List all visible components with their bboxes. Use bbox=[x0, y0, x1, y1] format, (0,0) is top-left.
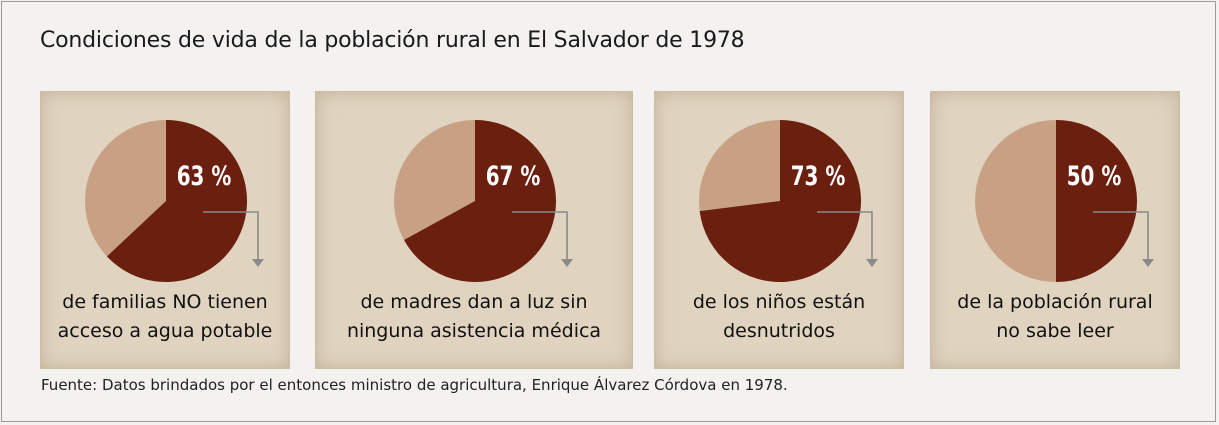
chart-title: Condiciones de vida de la población rura… bbox=[40, 28, 745, 53]
source-note: Fuente: Datos brindados por el entonces … bbox=[41, 376, 788, 394]
pie-slice-value bbox=[699, 120, 862, 282]
pie-chart-4: 50 % bbox=[975, 120, 1154, 282]
pie-chart-2: 67 % bbox=[394, 120, 573, 282]
pointer-arrowhead bbox=[252, 259, 264, 267]
caption-line-1: de los niños están bbox=[692, 291, 866, 313]
pie-slice-value bbox=[106, 120, 247, 282]
pointer-line bbox=[817, 211, 873, 259]
pointer-line bbox=[512, 211, 568, 259]
pie-slice-value bbox=[1056, 120, 1137, 282]
pie-value-label: 63 % bbox=[177, 160, 232, 192]
pie-chart-3: 73 % bbox=[699, 120, 878, 282]
caption-line-2: desnutridos bbox=[723, 320, 835, 342]
pie-caption-3: de los niños están desnutridos bbox=[655, 288, 903, 346]
caption-line-1: de madres dan a luz sin bbox=[360, 291, 588, 313]
pointer-arrowhead bbox=[1142, 259, 1154, 267]
pie-card-2: 67 % de madres dan a luz sin ninguna asi… bbox=[315, 91, 633, 369]
caption-line-1: de la población rural bbox=[957, 291, 1153, 313]
pie-value-label: 50 % bbox=[1067, 160, 1122, 192]
caption-line-1: de familias NO tienen bbox=[62, 291, 268, 313]
pointer-line bbox=[1093, 211, 1149, 259]
pointer-arrowhead bbox=[866, 259, 878, 267]
pie-caption-2: de madres dan a luz sin ninguna asistenc… bbox=[316, 288, 632, 346]
caption-line-2: acceso a agua potable bbox=[57, 320, 273, 342]
pie-card-3: 73 % de los niños están desnutridos bbox=[654, 91, 904, 369]
pie-card-1: 63 % de familias NO tienen acceso a agua… bbox=[40, 91, 290, 369]
caption-line-2: no sabe leer bbox=[996, 320, 1114, 342]
pie-caption-4: de la población rural no sabe leer bbox=[931, 288, 1179, 346]
pie-value-label: 67 % bbox=[486, 160, 541, 192]
pie-value-label: 73 % bbox=[791, 160, 846, 192]
pointer-arrowhead bbox=[561, 259, 573, 267]
pie-caption-1: de familias NO tienen acceso a agua pota… bbox=[41, 288, 289, 346]
pie-card-4: 50 % de la población rural no sabe leer bbox=[930, 91, 1180, 369]
pie-slice-value bbox=[404, 120, 557, 282]
pointer-line bbox=[203, 211, 259, 259]
caption-line-2: ninguna asistencia médica bbox=[346, 320, 602, 342]
pie-chart-1: 63 % bbox=[85, 120, 264, 282]
